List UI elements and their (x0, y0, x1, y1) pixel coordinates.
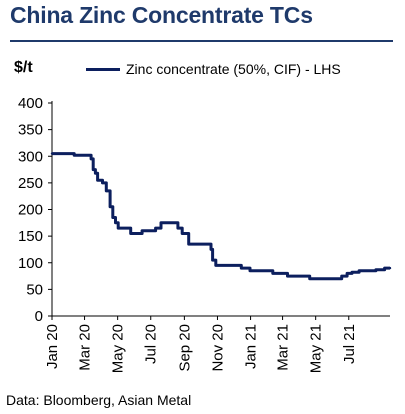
data-point (340, 274, 343, 278)
data-point (154, 226, 157, 230)
y-tick-label: 200 (18, 202, 43, 219)
data-point (211, 258, 214, 262)
data-point (187, 242, 190, 246)
x-tick-label: Jul 21 (341, 324, 358, 364)
chart-plot-area (50, 152, 392, 281)
x-tick-label: Sep 20 (176, 324, 193, 372)
data-point (357, 269, 361, 272)
data-point (96, 179, 99, 182)
data-point (73, 153, 76, 157)
series-line-zinc-concentrate (52, 152, 390, 281)
data-point (89, 157, 93, 161)
x-tick-label: Mar 21 (275, 324, 292, 371)
data-point (345, 272, 349, 275)
x-tick-label: May 20 (110, 324, 127, 373)
x-tick-label: Nov 20 (209, 324, 226, 372)
data-point (176, 226, 180, 230)
chart-axes: 0 50 100 150 200 250 300 350 400 Jan 20 Mar 20 May … (18, 95, 390, 373)
data-point (88, 153, 91, 157)
data-source-note: Data: Bloomberg, Asian Metal (6, 392, 192, 408)
y-tick-label: 300 (18, 148, 43, 165)
data-point (214, 264, 218, 267)
x-tick-label: Jan 21 (243, 324, 260, 369)
data-point (140, 229, 144, 232)
data-point (101, 181, 104, 185)
data-point (350, 271, 354, 274)
data-point (374, 268, 378, 271)
y-tick-label: 100 (18, 255, 43, 272)
data-point (114, 221, 117, 225)
data-point (308, 277, 311, 280)
data-point (92, 168, 95, 171)
data-point (50, 152, 54, 155)
legend: Zinc concentrate (50%, CIF) - LHS (86, 61, 341, 77)
y-tick-label: 350 (18, 122, 43, 139)
data-point (383, 266, 386, 270)
y-tick-label: 0 (35, 308, 43, 325)
y-tick-label: 50 (26, 281, 43, 298)
data-point (240, 266, 243, 270)
data-point (271, 272, 275, 275)
data-point (181, 232, 184, 235)
y-tick-label: 250 (18, 175, 43, 192)
data-point (105, 189, 108, 193)
chart-title: China Zinc Concentrate TCs (10, 2, 313, 28)
legend-label: Zinc concentrate (50%, CIF) - LHS (126, 61, 341, 77)
data-point (129, 232, 132, 235)
data-point (94, 172, 97, 175)
title-underline (10, 40, 393, 42)
x-tick-label: Jan 20 (44, 324, 61, 369)
y-tick-label: 400 (18, 95, 43, 112)
data-point (108, 205, 112, 209)
x-tick-label: May 21 (308, 324, 325, 373)
x-tick-label: Mar 20 (77, 324, 94, 371)
data-point (111, 216, 114, 219)
x-tick-label: Jul 20 (143, 324, 160, 364)
data-point (248, 269, 252, 272)
data-point (159, 221, 163, 225)
data-point (388, 266, 392, 270)
y-tick-label: 150 (18, 228, 43, 245)
data-point (286, 274, 289, 278)
y-axis-unit-label: $/t (14, 59, 33, 76)
data-point (209, 248, 213, 251)
data-point (116, 226, 120, 230)
legend-line-swatch (86, 67, 120, 71)
